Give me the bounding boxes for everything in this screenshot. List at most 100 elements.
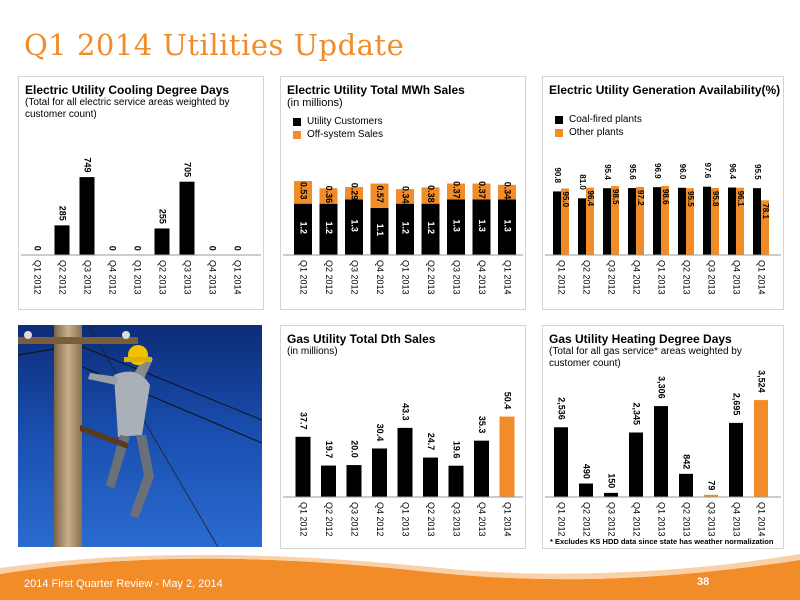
avail-tick-label: Q3 2012 [607, 260, 617, 295]
avail-bar-other [686, 188, 694, 255]
avail-bar-other [761, 200, 769, 255]
cdd-tick-label: Q1 2014 [233, 260, 243, 295]
hdd-panel: Gas Utility Heating Degree Days (Total f… [542, 325, 784, 549]
mwh-bar-offsystem [447, 183, 465, 200]
cdd-tick-label: Q3 2013 [183, 260, 193, 295]
dth-bar [423, 457, 438, 497]
dth-bar [499, 416, 515, 497]
mwh-bar-offsystem [498, 184, 516, 200]
dth-bar [448, 465, 464, 497]
hdd-tick-label: Q4 2012 [632, 502, 642, 537]
avail-data-label: 97.2 [636, 190, 645, 206]
mwh-data-label: 0.36 [324, 186, 334, 204]
mwh-bar-offsystem [421, 187, 440, 204]
avail-data-label: 98.5 [611, 189, 620, 205]
dth-subtitle: (in millions) [287, 346, 338, 357]
cdd-data-label: 285 [58, 206, 68, 221]
legend-label: Other plants [569, 127, 624, 138]
mwh-tick-label: Q3 2013 [452, 260, 462, 295]
dth-data-label: 20.0 [350, 440, 360, 458]
cdd-bar [154, 228, 170, 255]
hdd-bar [554, 427, 568, 497]
mwh-data-label: 1.3 [452, 219, 462, 232]
mwh-data-label: 1.2 [401, 222, 411, 235]
hdd-bar [679, 473, 693, 497]
mwh-data-label: 0.57 [375, 185, 385, 203]
dth-data-label: 30.4 [375, 424, 385, 442]
avail-bar-coal [603, 188, 611, 255]
mwh-bar-utility [396, 203, 414, 255]
dth-tick-label: Q1 2013 [401, 502, 411, 537]
mwh-tick-label: Q1 2012 [299, 260, 309, 295]
dth-data-label: 19.6 [452, 441, 462, 459]
hdd-data-label: 150 [607, 473, 617, 488]
dth-tick-label: Q1 2014 [503, 502, 513, 537]
dth-data-label: 35.3 [477, 416, 487, 434]
hdd-data-label: 2,695 [732, 393, 742, 416]
mwh-subtitle: (in millions) [287, 97, 343, 109]
cdd-tick-label: Q1 2013 [133, 260, 143, 295]
mwh-bar-utility [294, 203, 312, 255]
avail-bar-coal [728, 187, 736, 255]
mwh-data-label: 0.34 [503, 182, 513, 200]
hdd-tick-label: Q1 2012 [557, 502, 567, 537]
mwh-data-label: 1.3 [350, 219, 360, 232]
avail-bar-coal [553, 191, 561, 255]
hdd-bar [729, 422, 743, 497]
avail-data-label: 96.9 [653, 163, 662, 179]
hdd-data-label: 79 [707, 480, 717, 490]
cdd-panel: Electric Utility Cooling Degree Days (To… [18, 76, 264, 310]
legend-swatch-black [293, 117, 301, 126]
hdd-data-label: 490 [582, 464, 592, 479]
avail-tick-label: Q3 2013 [707, 260, 717, 295]
mwh-bar-utility [421, 203, 440, 255]
avail-bar-other [736, 187, 744, 255]
avail-legend-item: Other plants [555, 126, 642, 139]
avail-bar-coal [703, 186, 711, 255]
lineman-illustration [18, 325, 262, 547]
mwh-bar-offsystem [294, 180, 312, 204]
dth-title: Gas Utility Total Dth Sales [287, 332, 436, 346]
dth-data-label: 43.3 [401, 403, 411, 421]
mwh-legend-item: Off-system Sales [293, 128, 383, 141]
cdd-data-label: 0 [108, 246, 118, 251]
hdd-tick-label: Q3 2013 [707, 502, 717, 537]
cdd-tick-label: Q3 2012 [83, 260, 93, 295]
avail-tick-label: Q1 2012 [557, 260, 567, 295]
avail-data-label: 96.1 [736, 191, 745, 207]
dth-tick-label: Q1 2012 [299, 502, 309, 537]
hdd-tick-label: Q2 2012 [582, 502, 592, 537]
hdd-tick-label: Q2 2013 [682, 502, 692, 537]
hdd-title: Gas Utility Heating Degree Days [549, 332, 732, 346]
page-number: 38 [697, 576, 710, 588]
avail-tick-label: Q4 2013 [732, 260, 742, 295]
avail-data-label: 95.4 [603, 164, 612, 180]
footer-text: 2014 First Quarter Review - May 2, 2014 [24, 578, 223, 590]
footnote: * Excludes KS HDD data since state has w… [550, 537, 774, 546]
hdd-data-label: 3,306 [657, 376, 667, 399]
avail-data-label: 98.6 [661, 189, 670, 205]
mwh-tick-label: Q2 2012 [324, 260, 334, 295]
legend-swatch-orange [293, 130, 301, 139]
cdd-tick-label: Q2 2012 [58, 260, 68, 295]
avail-data-label: 90.8 [553, 167, 562, 183]
hdd-bar [704, 494, 718, 497]
avail-data-label: 78.1 [761, 203, 770, 219]
avail-bar-coal [628, 188, 636, 255]
avail-data-label: 96.4 [728, 164, 737, 180]
avail-title: Electric Utility Generation Availability… [549, 83, 781, 97]
dth-tick-label: Q4 2012 [375, 502, 385, 537]
hdd-data-label: 2,345 [632, 403, 642, 426]
avail-tick-label: Q2 2013 [682, 260, 692, 295]
mwh-data-label: 1.2 [299, 222, 309, 235]
cdd-tick-label: Q4 2013 [208, 260, 218, 295]
hdd-data-label: 842 [682, 454, 692, 469]
avail-tick-label: Q4 2012 [632, 260, 642, 295]
dth-bar [295, 436, 311, 497]
avail-data-label: 81.0 [578, 174, 587, 190]
hdd-tick-label: Q4 2013 [732, 502, 742, 537]
cdd-bar [179, 181, 195, 255]
avail-bar-other [711, 187, 719, 255]
avail-bar-coal [578, 198, 586, 255]
legend-swatch-orange [555, 128, 563, 137]
